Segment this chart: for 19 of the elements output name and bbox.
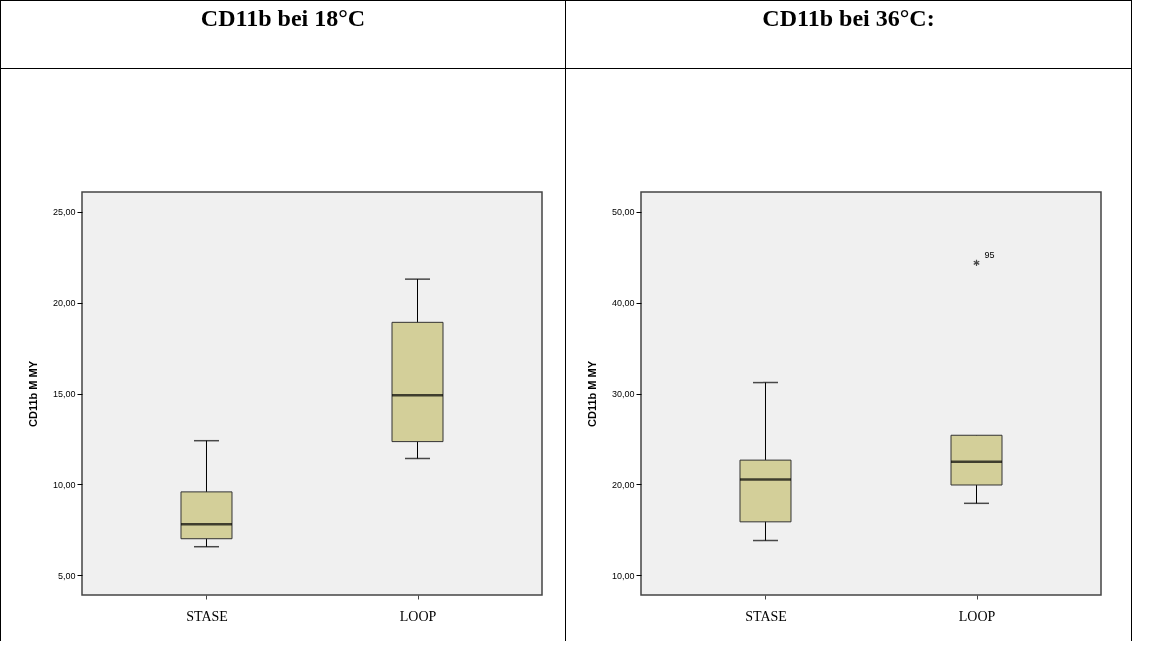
x-tick-label: LOOP — [399, 608, 437, 624]
y-tick-label: 15,00 — [52, 389, 76, 399]
y-tick-label: 20,00 — [52, 298, 76, 309]
x-tick-label: STASE — [745, 608, 787, 624]
x-tick-label: STASE — [186, 608, 228, 624]
x-tick-label: LOOP — [958, 608, 996, 624]
y-tick-label: 20,00 — [611, 479, 635, 490]
annotation: 95 — [984, 249, 995, 260]
y-tick-label: 25,00 — [52, 207, 76, 218]
chart-title: CD11b bei 36°C: — [566, 1, 1131, 69]
y-tick-label: 10,00 — [611, 570, 635, 581]
y-tick-label: 50,00 — [611, 207, 635, 218]
y-tick-label: 10,00 — [52, 479, 76, 490]
y-axis-title: CD11b M MY — [26, 360, 39, 428]
y-tick-label: 30,00 — [611, 389, 635, 399]
chart-title: CD11b bei 18°C — [1, 1, 565, 69]
y-tick-label: 40,00 — [611, 298, 635, 309]
y-tick-label: 5,00 — [57, 570, 76, 581]
y-axis-title: CD11b M MY — [585, 360, 598, 428]
